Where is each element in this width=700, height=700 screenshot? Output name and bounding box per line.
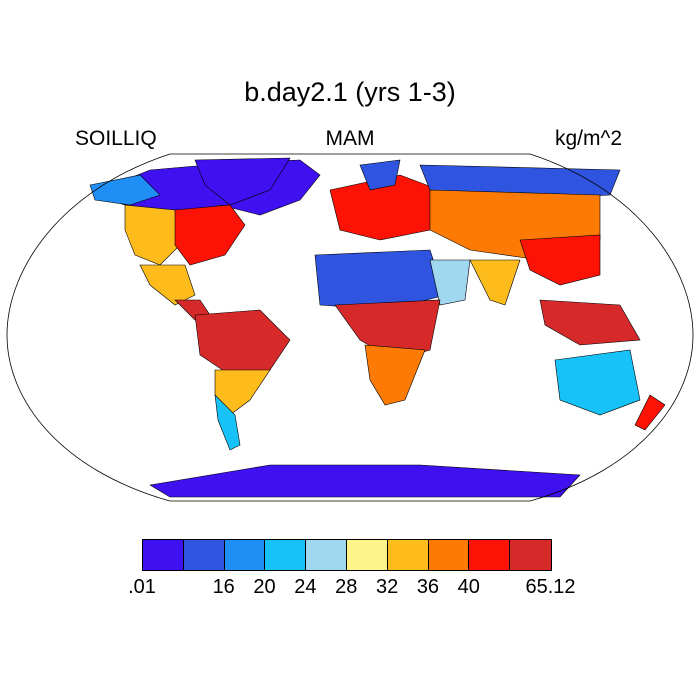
colorbar-tick-label: 40 [457,576,480,598]
colorbar-swatch-6 [387,540,429,570]
landmass-usa-east [174,204,246,266]
colorbar-tick-label: 16 [212,576,235,598]
colorbar-tick-label: 28 [335,576,358,598]
colorbar [142,539,552,571]
colorbar-swatch-4 [306,540,347,570]
landmass-south-africa [364,344,426,406]
colorbar-tick-label: 20 [253,576,276,598]
season-label: MAM [325,127,375,150]
landmass-brazil-south [214,369,271,416]
landmass-china [519,234,601,286]
units-label: kg/m^2 [555,127,623,150]
landmass-patagonia [214,394,241,451]
colorbar-swatch-1 [183,540,225,570]
landmass-australia [554,349,641,416]
landmass-usa-west [124,204,181,266]
landmass-antarctica [149,464,581,498]
colorbar-tick-label: 32 [375,576,399,598]
colorbar-swatch-0 [143,540,184,570]
colorbar-tick-label: 36 [416,576,440,598]
colorbar-swatch-9 [510,540,551,570]
colorbar-swatch-5 [346,540,388,570]
landmass-amazon [194,309,291,376]
map-title: b.day2.1 (yrs 1-3) [244,77,456,107]
land-fill-layer [89,157,666,498]
landmass-scandinavia [359,159,401,191]
colorbar-swatch-3 [265,540,307,570]
landmass-arabia [429,259,471,306]
variable-label: SOILLIQ [75,127,157,150]
landmass-mexico [139,264,196,306]
colorbar-swatch-8 [469,540,511,570]
colorbar-tick-label: .01 [128,576,156,598]
landmass-new-zealand [634,394,666,431]
colorbar-tick-label: 65.12 [525,576,576,598]
landmass-greenland [194,157,291,206]
colorbar-swatch-2 [224,540,266,570]
map-outline [6,153,694,502]
colorbar-swatch-7 [428,540,470,570]
landmass-se-asia [539,299,641,346]
colorbar-tick-label: 24 [294,576,317,598]
landmass-india [469,259,521,306]
